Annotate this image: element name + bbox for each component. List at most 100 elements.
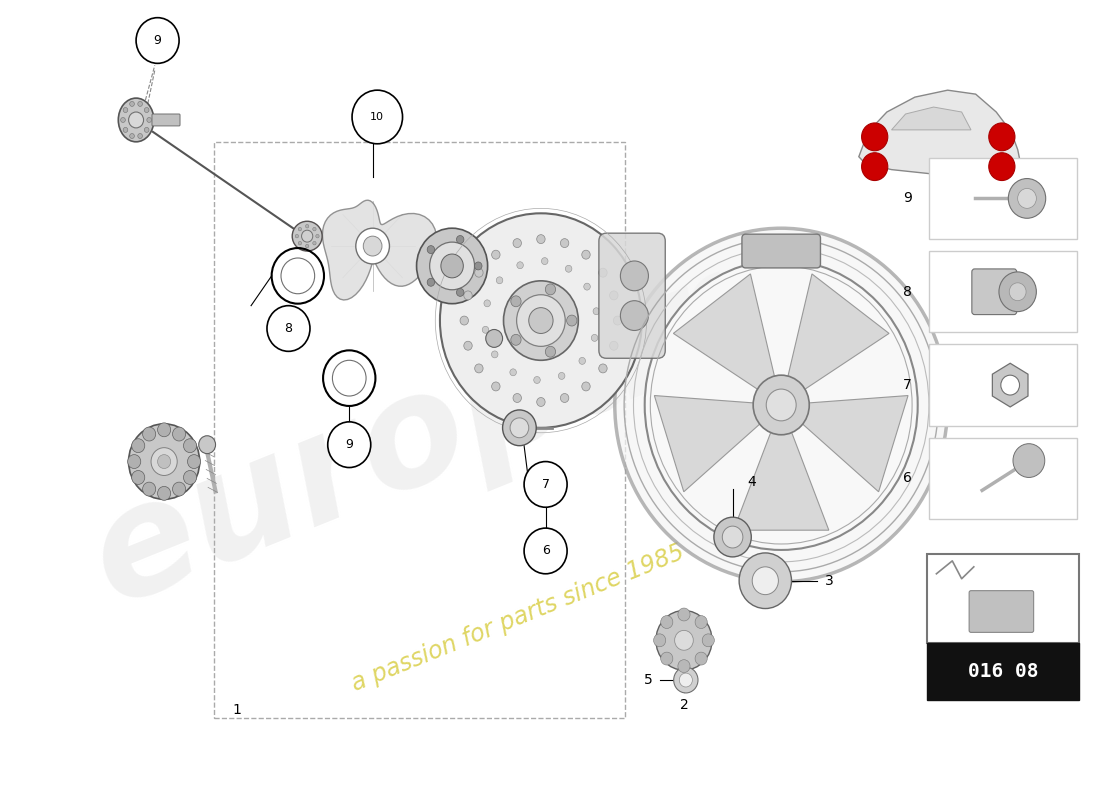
Circle shape — [678, 660, 690, 673]
Circle shape — [441, 254, 463, 278]
Circle shape — [739, 553, 792, 609]
Circle shape — [510, 296, 521, 306]
Circle shape — [504, 281, 579, 360]
Text: 4: 4 — [747, 475, 756, 490]
Circle shape — [714, 517, 751, 557]
Text: 5: 5 — [645, 673, 652, 687]
Circle shape — [151, 448, 177, 475]
Circle shape — [1013, 444, 1045, 478]
Circle shape — [427, 278, 434, 286]
Circle shape — [513, 394, 521, 402]
Circle shape — [513, 238, 521, 247]
Text: 7: 7 — [903, 378, 912, 392]
Circle shape — [661, 616, 673, 629]
Circle shape — [187, 454, 200, 469]
Bar — [928, 438, 1077, 519]
Circle shape — [492, 382, 500, 391]
Circle shape — [475, 268, 483, 277]
Circle shape — [430, 242, 474, 290]
Circle shape — [537, 234, 546, 243]
Circle shape — [609, 291, 618, 300]
Circle shape — [861, 123, 888, 150]
Circle shape — [614, 316, 622, 325]
Polygon shape — [992, 363, 1028, 407]
Polygon shape — [322, 200, 437, 300]
Polygon shape — [673, 274, 774, 390]
Circle shape — [123, 127, 128, 132]
Circle shape — [475, 364, 483, 373]
Circle shape — [524, 528, 568, 574]
FancyBboxPatch shape — [598, 233, 666, 358]
Circle shape — [132, 438, 145, 453]
Circle shape — [999, 272, 1036, 312]
Circle shape — [680, 673, 692, 687]
Circle shape — [989, 123, 1015, 150]
Circle shape — [546, 284, 556, 295]
Circle shape — [609, 342, 618, 350]
Circle shape — [861, 153, 888, 181]
Circle shape — [559, 373, 565, 379]
Circle shape — [529, 308, 553, 334]
Circle shape — [355, 228, 389, 264]
Bar — [927, 554, 1078, 643]
Text: 6: 6 — [541, 545, 550, 558]
Bar — [213, 142, 625, 718]
Circle shape — [484, 300, 491, 307]
Circle shape — [157, 423, 170, 437]
Text: europare: europare — [70, 204, 853, 636]
Text: 2: 2 — [680, 698, 689, 712]
Circle shape — [464, 291, 472, 300]
Circle shape — [129, 424, 200, 499]
Circle shape — [598, 364, 607, 373]
Text: 1: 1 — [232, 703, 242, 717]
Circle shape — [615, 228, 947, 582]
Circle shape — [146, 118, 152, 122]
Circle shape — [752, 567, 779, 594]
Circle shape — [560, 238, 569, 247]
Polygon shape — [859, 90, 1021, 174]
Circle shape — [306, 244, 309, 248]
Text: 8: 8 — [903, 285, 912, 298]
Circle shape — [138, 134, 143, 138]
Circle shape — [136, 18, 179, 63]
Circle shape — [509, 369, 516, 376]
Circle shape — [492, 351, 498, 358]
Ellipse shape — [293, 222, 322, 251]
Circle shape — [534, 377, 540, 383]
Circle shape — [598, 268, 607, 277]
Circle shape — [1009, 178, 1046, 218]
Circle shape — [754, 375, 810, 434]
Circle shape — [143, 482, 156, 496]
Circle shape — [546, 346, 556, 357]
Circle shape — [517, 294, 565, 346]
Circle shape — [184, 470, 197, 485]
Circle shape — [456, 235, 464, 243]
Circle shape — [496, 277, 503, 284]
FancyBboxPatch shape — [969, 590, 1034, 632]
Circle shape — [306, 225, 309, 228]
Circle shape — [486, 330, 503, 347]
Circle shape — [566, 315, 576, 326]
Circle shape — [656, 610, 712, 670]
Circle shape — [298, 242, 301, 245]
Circle shape — [173, 427, 186, 441]
Circle shape — [295, 234, 298, 238]
Circle shape — [129, 112, 144, 128]
Circle shape — [144, 127, 148, 132]
Circle shape — [674, 630, 693, 650]
Text: 016 08: 016 08 — [968, 662, 1038, 681]
Circle shape — [560, 394, 569, 402]
Circle shape — [537, 398, 546, 406]
Circle shape — [510, 418, 529, 438]
Circle shape — [579, 358, 585, 364]
Circle shape — [673, 667, 698, 693]
Circle shape — [363, 236, 382, 256]
Circle shape — [144, 107, 148, 113]
Circle shape — [132, 470, 145, 485]
Circle shape — [1018, 189, 1036, 208]
Circle shape — [661, 652, 673, 665]
Bar — [927, 643, 1078, 700]
Circle shape — [352, 90, 403, 144]
Circle shape — [503, 410, 536, 446]
Circle shape — [456, 289, 464, 296]
